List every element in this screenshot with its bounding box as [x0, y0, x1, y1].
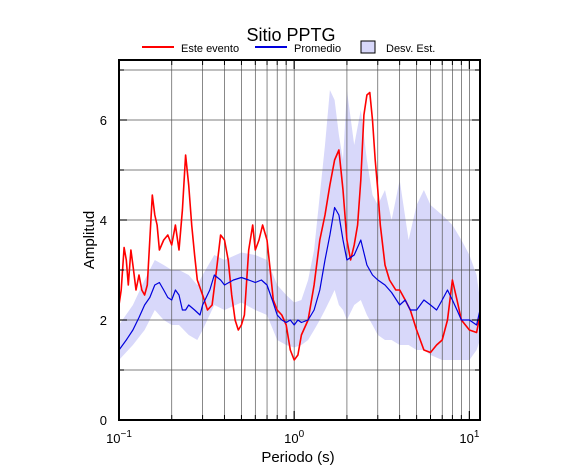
x-tick-label: 10−1	[106, 429, 132, 446]
std-band-area	[119, 90, 480, 360]
legend-entry: Promedio	[255, 43, 341, 55]
legend-label: Desv. Est.	[386, 43, 435, 55]
series-line-promedio	[119, 206, 480, 351]
legend: Este evento Promedio Desv. Est.	[142, 40, 435, 55]
legend-entry: Este evento	[142, 43, 239, 55]
x-tick-label: 101	[459, 429, 479, 446]
plot-frame	[118, 59, 481, 421]
y-tick-label: 6	[100, 113, 107, 128]
y-tick-label: 4	[100, 213, 107, 228]
y-tick-label: 0	[100, 413, 107, 428]
legend-swatch	[360, 40, 376, 54]
x-tick-label: 100	[284, 429, 304, 446]
series-line-este-evento	[119, 91, 480, 361]
x-axis-label: Periodo (s)	[261, 449, 334, 466]
legend-entry: Desv. Est.	[360, 40, 435, 55]
chart-title: Sitio PPTG	[246, 25, 335, 45]
legend-label: Promedio	[294, 43, 341, 55]
y-axis-label: Amplitud	[81, 211, 98, 269]
y-tick-label: 2	[100, 313, 107, 328]
legend-label: Este evento	[181, 43, 239, 55]
ticks: 0 2 4 6 10−1 100 101	[100, 60, 480, 446]
